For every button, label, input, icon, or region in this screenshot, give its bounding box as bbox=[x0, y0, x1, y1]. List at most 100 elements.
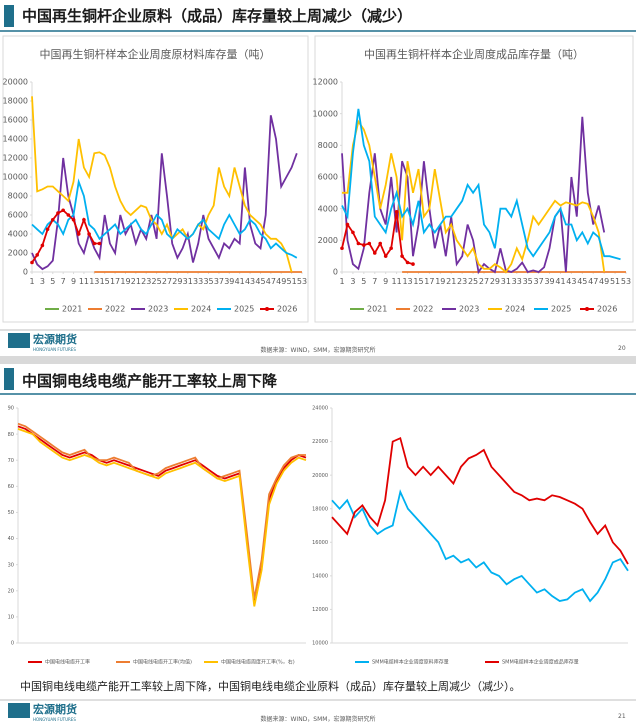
x-tick-label: 31 bbox=[501, 277, 511, 286]
x-tick-label: 53 bbox=[621, 277, 631, 286]
page-number: 20 bbox=[618, 345, 626, 352]
point bbox=[30, 260, 34, 265]
x-tick-label: 43 bbox=[566, 277, 576, 286]
series-line bbox=[341, 211, 414, 265]
y-tick-label: 18000 bbox=[312, 506, 328, 512]
legend-label: 中国电线电缆开工率(均值) bbox=[133, 659, 192, 666]
y-tick-label: 16000 bbox=[3, 116, 28, 125]
y-tick-label: 8000 bbox=[318, 141, 338, 150]
x-tick-label: 15 bbox=[413, 277, 423, 286]
legend-label: 2026 bbox=[597, 305, 617, 314]
x-tick-label: 27 bbox=[479, 277, 489, 286]
point bbox=[351, 230, 355, 235]
x-tick-label: 39 bbox=[544, 277, 554, 286]
y-tick-label: 10000 bbox=[3, 173, 28, 182]
source: 数据来源：WIND，SMM，宏源期货研究所 bbox=[261, 715, 376, 723]
series-line bbox=[331, 489, 629, 603]
logo-cn: 宏源期货 bbox=[33, 332, 77, 346]
x-tick-label: 5 bbox=[361, 277, 366, 286]
x-tick-label: 5 bbox=[50, 277, 55, 286]
x-tick-label: 31 bbox=[183, 277, 193, 286]
x-tick-label: 7 bbox=[61, 277, 66, 286]
y-tick-label: 12000 bbox=[3, 154, 28, 163]
series-line bbox=[331, 436, 629, 565]
x-tick-label: 51 bbox=[610, 277, 620, 286]
y-tick-label: 4000 bbox=[8, 230, 28, 239]
x-tick-label: 35 bbox=[523, 277, 533, 286]
y-tick-label: 20 bbox=[8, 588, 14, 594]
slide-title: 中国铜电线电缆产能开工率较上周下降 bbox=[22, 372, 278, 390]
x-tick-label: 51 bbox=[287, 277, 297, 286]
y-tick-label: 2000 bbox=[8, 249, 28, 258]
x-tick-label: 45 bbox=[577, 277, 587, 286]
y-tick-label: 18000 bbox=[3, 97, 28, 106]
legend-label: 2026 bbox=[277, 305, 297, 314]
x-tick-label: 39 bbox=[224, 277, 234, 286]
y-tick-label: 24000 bbox=[312, 406, 328, 412]
y-tick-label: 40 bbox=[8, 536, 14, 542]
point bbox=[97, 241, 102, 246]
y-tick-label: 10000 bbox=[313, 109, 338, 118]
summary: 中国铜电线电缆产能开工率较上周下降，中国铜电线电缆企业原料（成品）库存量较上周减… bbox=[20, 679, 521, 693]
y-tick-label: 60 bbox=[8, 484, 14, 490]
y-tick-label: 14000 bbox=[312, 574, 328, 580]
slide-bg bbox=[0, 0, 636, 356]
point bbox=[45, 227, 50, 232]
point bbox=[35, 253, 39, 257]
chart-title: 中国再生铜杆样本企业周度原材料库存量（吨） bbox=[40, 47, 271, 61]
x-tick-label: 23 bbox=[457, 277, 467, 286]
x-tick-label: 33 bbox=[193, 277, 203, 286]
x-tick-label: 13 bbox=[89, 277, 99, 286]
y-tick-label: 10000 bbox=[312, 641, 328, 647]
series-line bbox=[31, 96, 293, 273]
y-tick-label: 22000 bbox=[312, 439, 328, 445]
x-tick-label: 25 bbox=[152, 277, 162, 286]
legend-marker bbox=[265, 307, 269, 311]
y-tick-label: 20000 bbox=[3, 78, 28, 87]
series-line bbox=[341, 108, 621, 261]
point bbox=[66, 213, 71, 217]
x-tick-label: 47 bbox=[588, 277, 598, 286]
point bbox=[394, 210, 399, 214]
point bbox=[56, 211, 60, 215]
y-tick-label: 6000 bbox=[318, 173, 338, 182]
y-tick-label: 14000 bbox=[3, 135, 28, 144]
point bbox=[61, 208, 65, 213]
x-tick-label: 15 bbox=[100, 277, 110, 286]
y-tick-label: 0 bbox=[333, 268, 338, 277]
point bbox=[400, 254, 404, 258]
legend-label: SMM电缆样本企业周度原料库存量 bbox=[372, 659, 449, 666]
x-tick-label: 19 bbox=[435, 277, 445, 286]
x-tick-label: 49 bbox=[276, 277, 286, 286]
x-tick-label: 27 bbox=[162, 277, 172, 286]
x-tick-label: 43 bbox=[245, 277, 255, 286]
header-mark bbox=[4, 368, 14, 390]
point bbox=[372, 251, 377, 255]
y-tick-label: 80 bbox=[8, 432, 14, 438]
legend-label: SMM电缆样本企业周度成品库存量 bbox=[502, 659, 579, 666]
point bbox=[378, 241, 383, 246]
x-tick-label: 17 bbox=[424, 277, 434, 286]
x-tick-label: 1 bbox=[339, 277, 344, 286]
slide-title: 中国再生铜杆企业原料（成品）库存量较上周减少（减少） bbox=[22, 7, 412, 25]
panel bbox=[314, 35, 634, 323]
x-tick-label: 21 bbox=[131, 277, 141, 286]
point bbox=[340, 246, 344, 251]
x-tick-label: 35 bbox=[203, 277, 213, 286]
x-tick-label: 49 bbox=[599, 277, 609, 286]
point bbox=[82, 217, 86, 222]
header-mark bbox=[4, 5, 14, 27]
y-tick-label: 20000 bbox=[312, 473, 328, 479]
legend-label: 2025 bbox=[234, 305, 254, 314]
point bbox=[389, 246, 393, 251]
legend-label: 中国电线电缆开工率 bbox=[45, 659, 90, 666]
series-line bbox=[17, 428, 307, 607]
y-tick-label: 2000 bbox=[318, 236, 338, 245]
legend-label: 2023 bbox=[459, 305, 479, 314]
y-tick-label: 10 bbox=[8, 615, 14, 621]
x-tick-label: 21 bbox=[446, 277, 456, 286]
x-tick-label: 41 bbox=[235, 277, 245, 286]
logo-icon bbox=[8, 333, 30, 348]
y-tick-label: 16000 bbox=[312, 540, 328, 546]
